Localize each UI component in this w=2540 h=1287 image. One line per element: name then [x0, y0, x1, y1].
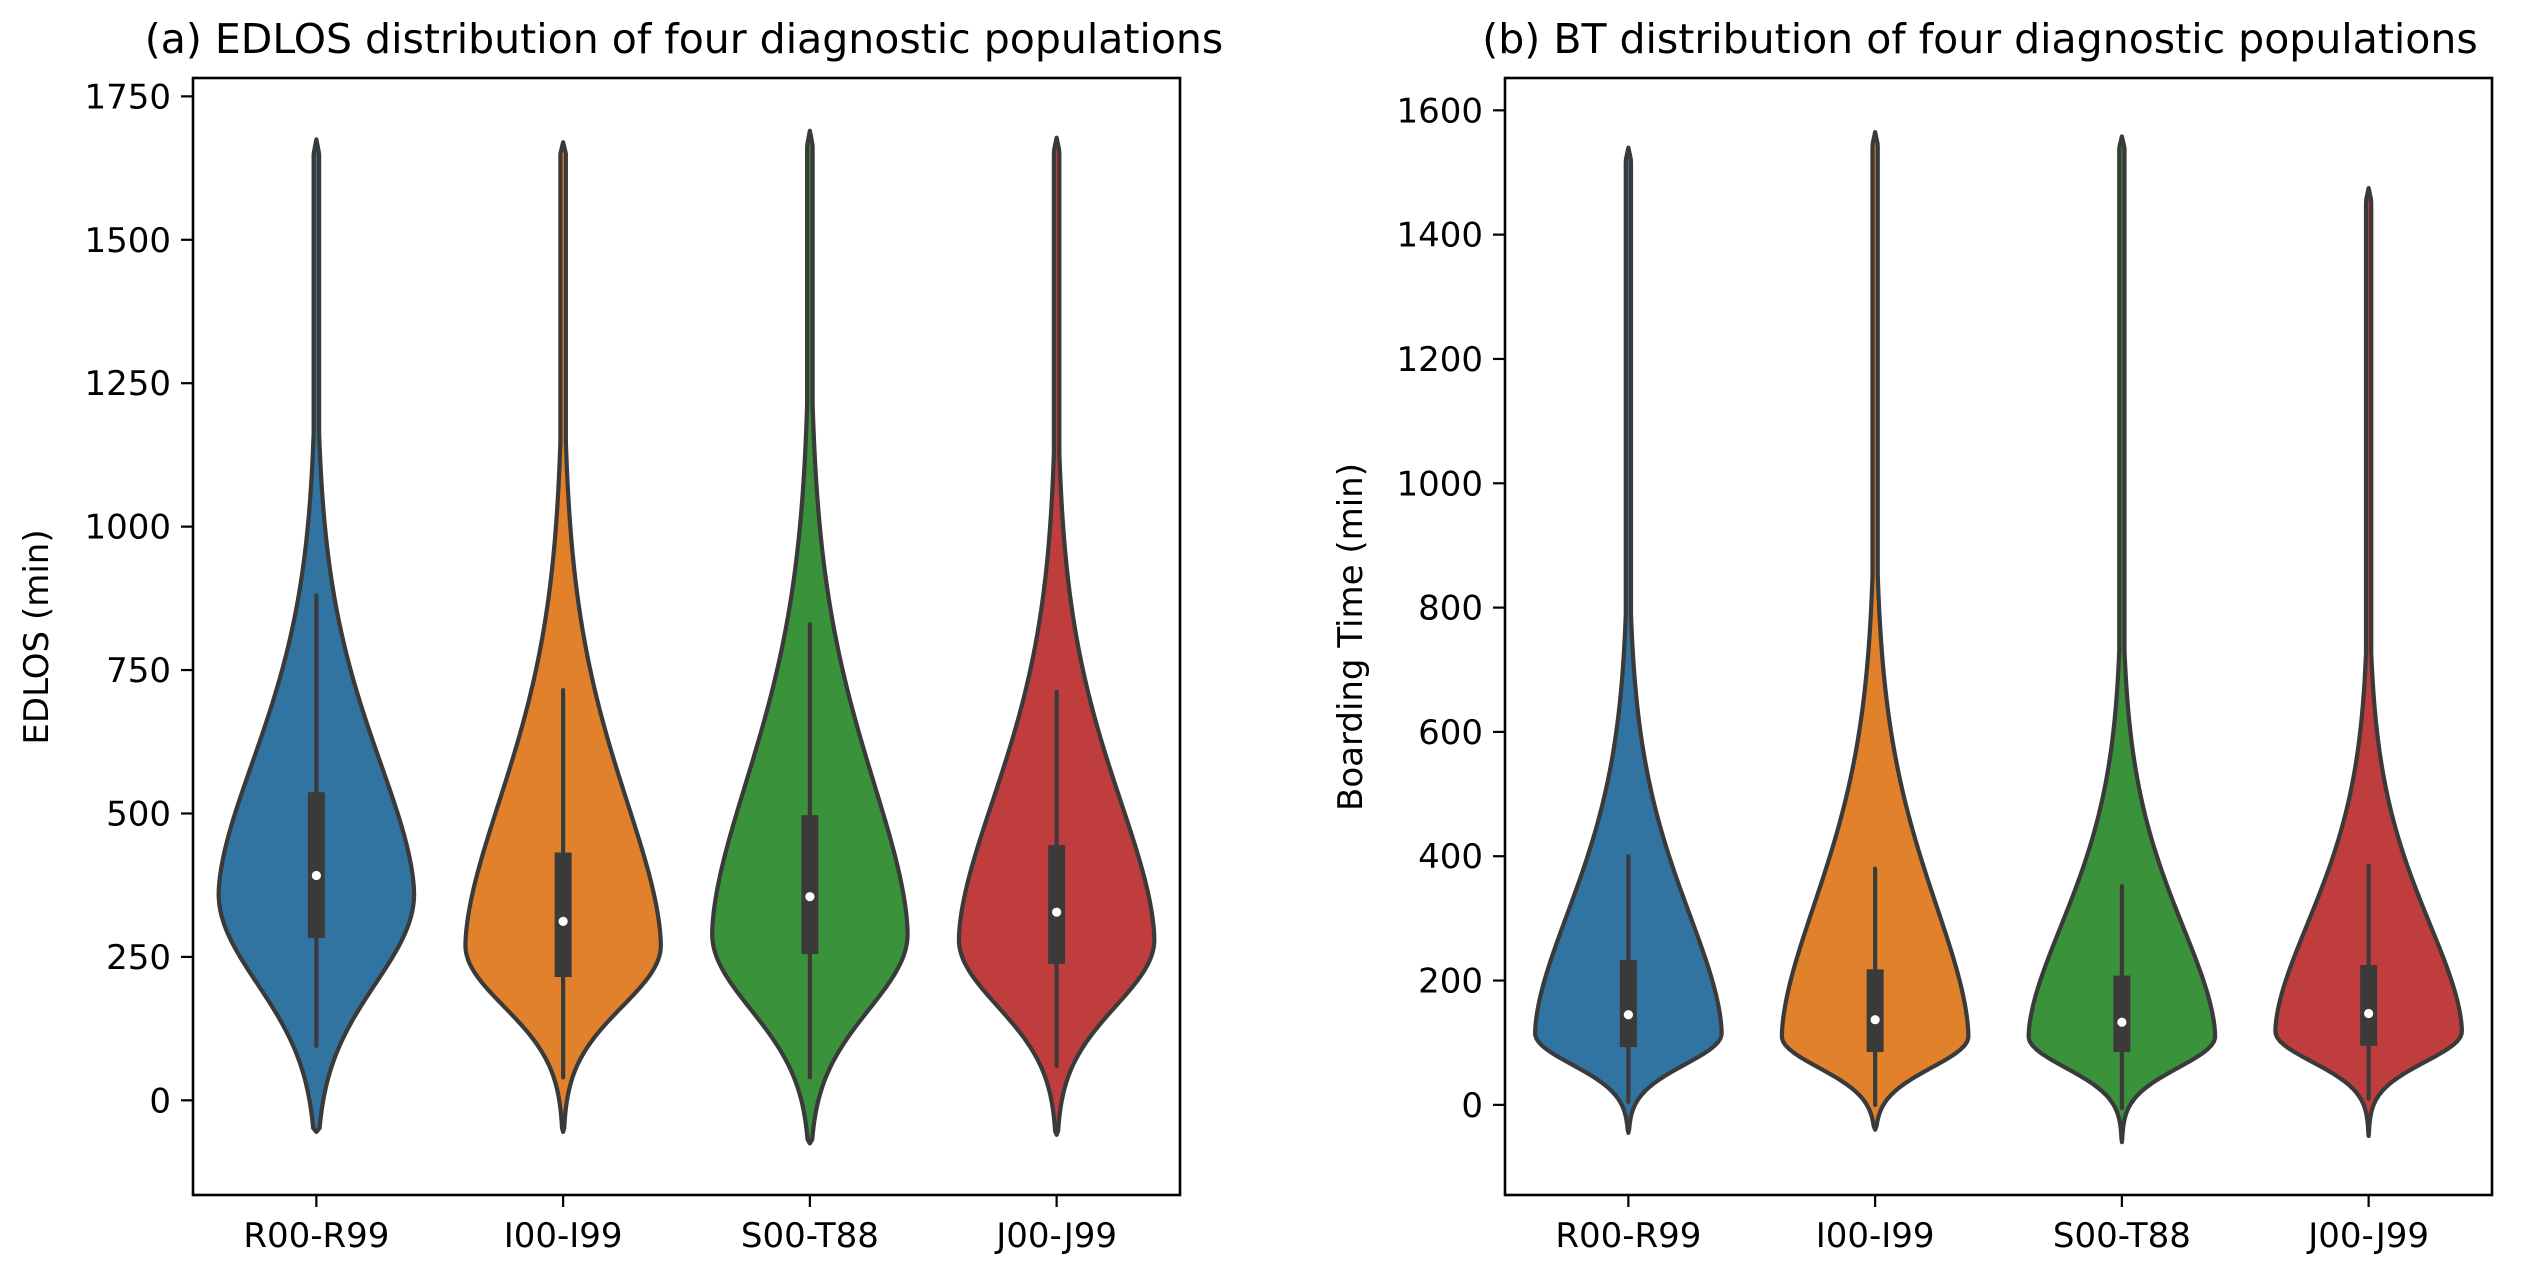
y-tick-label: 250 [106, 938, 171, 978]
y-tick-label: 1750 [84, 77, 171, 117]
iqr-box-S00-T88 [2113, 975, 2131, 1053]
median-point-R00-R99 [311, 870, 321, 881]
y-tick-label: 1250 [84, 364, 171, 404]
median-point-J00-J99 [1052, 907, 1062, 917]
violin-J00-J99 [956, 135, 1157, 1137]
iqr-box-I00-I99 [1866, 969, 1884, 1053]
y-tick-label: 750 [106, 651, 171, 691]
y-tick-label: 800 [1418, 589, 1483, 629]
panel-b-title: (b) BT distribution of four diagnostic p… [1482, 15, 2477, 63]
iqr-box-R00-R99 [1619, 960, 1637, 1048]
median-point-S00-T88 [805, 892, 815, 902]
plot-frame [191, 76, 1182, 1197]
panel-a-title: (a) EDLOS distribution of four diagnosti… [145, 15, 1224, 63]
iqr-box-J00-J99 [2360, 965, 2378, 1046]
iqr-box-R00-R99 [307, 792, 325, 938]
y-tick-label: 400 [1418, 837, 1483, 877]
iqr-box-I00-I99 [554, 852, 572, 977]
y-tick-label: 1500 [84, 221, 171, 261]
median-point-R00-R99 [1623, 1010, 1633, 1020]
x-tick-label: R00-R99 [1555, 1216, 1701, 1256]
iqr-box-S00-T88 [801, 815, 819, 955]
x-tick-label: J00-J99 [2306, 1216, 2429, 1256]
violin-I00-I99 [463, 140, 663, 1134]
panel-b-bt: (b) BT distribution of four diagnostic p… [1331, 15, 2494, 1256]
y-tick-label: 1200 [1396, 340, 1483, 380]
panel-a-ylabel: EDLOS (min) [17, 529, 57, 744]
y-tick-label: 600 [1418, 713, 1483, 753]
x-tick-label: S00-T88 [741, 1216, 879, 1256]
median-point-J00-J99 [2364, 1008, 2374, 1019]
panel-b-ylabel: Boarding Time (min) [1331, 463, 1371, 811]
y-tick-label: 1000 [84, 508, 171, 548]
y-tick-label: 0 [149, 1081, 171, 1121]
y-tick-label: 1600 [1396, 91, 1483, 131]
median-point-S00-T88 [2117, 1017, 2127, 1027]
violin-J00-J99 [2273, 185, 2464, 1139]
plot-frame [1503, 76, 2494, 1197]
y-tick-label: 500 [106, 794, 171, 834]
x-tick-label: S00-T88 [2053, 1216, 2191, 1256]
x-tick-label: R00-R99 [243, 1216, 389, 1256]
median-point-I00-I99 [1870, 1015, 1880, 1025]
median-point-I00-I99 [558, 916, 568, 926]
iqr-box-J00-J99 [1048, 845, 1066, 964]
y-tick-label: 200 [1418, 962, 1483, 1002]
x-tick-label: J00-J99 [994, 1216, 1117, 1256]
violin-S00-T88 [2026, 134, 2218, 1145]
panel-a-edlos: (a) EDLOS distribution of four diagnosti… [17, 15, 1223, 1256]
violin-I00-I99 [1779, 129, 1971, 1132]
y-tick-label: 1400 [1396, 216, 1483, 256]
y-tick-label: 0 [1461, 1086, 1483, 1126]
violin-R00-R99 [1533, 145, 1724, 1135]
x-tick-label: I00-I99 [1816, 1216, 1935, 1256]
y-tick-label: 1000 [1396, 464, 1483, 504]
x-tick-label: I00-I99 [504, 1216, 623, 1256]
